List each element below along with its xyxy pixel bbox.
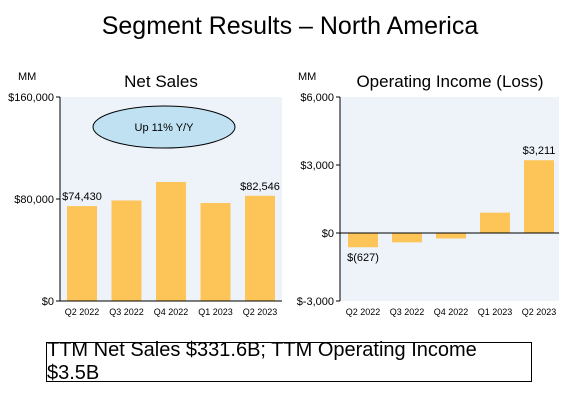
x-tick-label: Q1 2023	[198, 307, 233, 317]
data-label: $82,546	[240, 181, 280, 193]
bar	[67, 206, 97, 301]
data-label: $3,211	[523, 145, 556, 157]
chart-title-2: Operating Income (Loss)	[356, 72, 543, 91]
x-tick-label: Q3 2022	[109, 307, 144, 317]
y-tick-label: $3,000	[300, 160, 334, 172]
y-tick-label: $6,000	[300, 92, 334, 104]
data-label: $(627)	[347, 252, 379, 264]
bar	[245, 195, 275, 301]
y-tick-label: $80,000	[14, 194, 54, 206]
plot-area-2	[340, 97, 559, 301]
slide-title: Segment Results – North America	[101, 12, 479, 40]
bar	[524, 160, 554, 233]
x-tick-label: Q2 2023	[243, 307, 278, 317]
ttm-summary-box: TTM Net Sales $331.6B; TTM Operating Inc…	[46, 339, 532, 384]
x-tick-label: Q4 2022	[434, 307, 469, 317]
x-tick-label: Q3 2022	[390, 307, 425, 317]
bar	[392, 233, 422, 243]
x-tick-label: Q2 2022	[346, 307, 381, 317]
x-tick-label: Q4 2022	[154, 307, 189, 317]
unit-label-2: MM	[298, 71, 316, 83]
y-tick-label: $160,000	[8, 92, 54, 104]
bar	[480, 212, 510, 233]
bar	[348, 233, 378, 248]
x-tick-label: Q2 2022	[65, 307, 100, 317]
annotation-text: Up 11% Y/Y	[135, 122, 195, 134]
y-tick-label: $0	[42, 296, 54, 308]
x-tick-label: Q2 2023	[522, 307, 557, 317]
bar	[111, 200, 142, 301]
chart-title-1: Net Sales	[124, 72, 198, 91]
y-tick-label: $0	[322, 228, 334, 240]
bar	[200, 202, 231, 301]
unit-label-1: MM	[18, 71, 36, 83]
annotation-ellipse	[92, 105, 236, 149]
bar	[436, 233, 466, 239]
data-label: $74,430	[62, 191, 102, 203]
x-tick-label: Q1 2023	[478, 307, 513, 317]
bar	[156, 181, 186, 301]
ttm-summary-text: TTM Net Sales $331.6B; TTM Operating Inc…	[47, 339, 477, 384]
y-tick-label: $-3,000	[297, 296, 334, 308]
